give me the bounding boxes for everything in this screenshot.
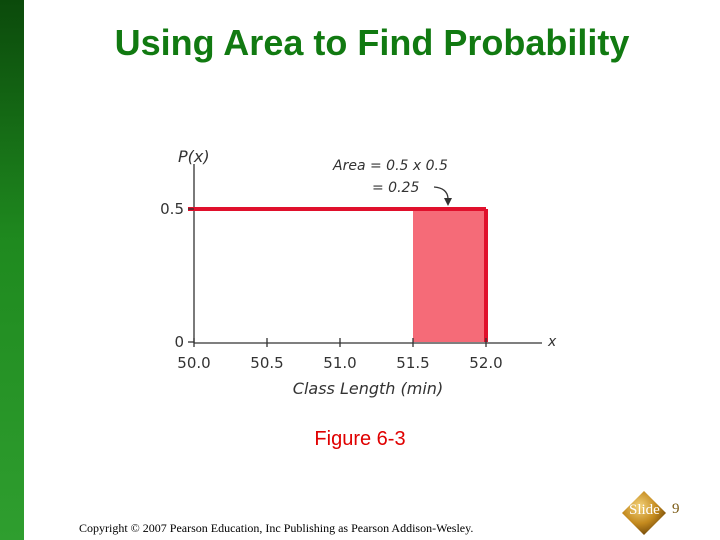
y-tick-label: 0 [174, 333, 184, 351]
annotation-arrow-head [444, 198, 452, 206]
y-tick-label: 0.5 [160, 200, 184, 218]
slide-badge-icon [622, 491, 666, 535]
copyright-notice: Copyright © 2007 Pearson Education, Inc … [79, 521, 474, 535]
x-axis-end-label: x [547, 334, 557, 350]
annotation-line-1: Area = 0.5 x 0.5 [332, 158, 448, 174]
x-axis-label: Class Length (min) [293, 379, 443, 398]
x-tick-label: 52.0 [469, 354, 502, 372]
slide-label: Slide [629, 502, 660, 518]
shaded-area-region [413, 209, 486, 342]
y-axis-label: P(x) [178, 147, 210, 166]
x-tick-label: 51.0 [323, 354, 356, 372]
x-tick-label: 50.5 [250, 354, 283, 372]
x-tick-label: 51.5 [396, 354, 429, 372]
slide-number: 9 [672, 501, 680, 517]
x-tick-label: 50.0 [177, 354, 210, 372]
slide-badge: Slide [620, 490, 668, 536]
left-accent-bar [0, 0, 24, 540]
uniform-distribution-chart: 50.0 50.5 51.0 51.5 52.0 0 0.5 P(x) x Class Lengt… [160, 147, 557, 398]
annotation-arrow-stem [433, 186, 449, 199]
figure-caption: Figure 6-3 [314, 428, 406, 450]
annotation-line-2: = 0.25 [372, 180, 419, 196]
slide-title: Using Area to Find Probability [114, 22, 630, 63]
